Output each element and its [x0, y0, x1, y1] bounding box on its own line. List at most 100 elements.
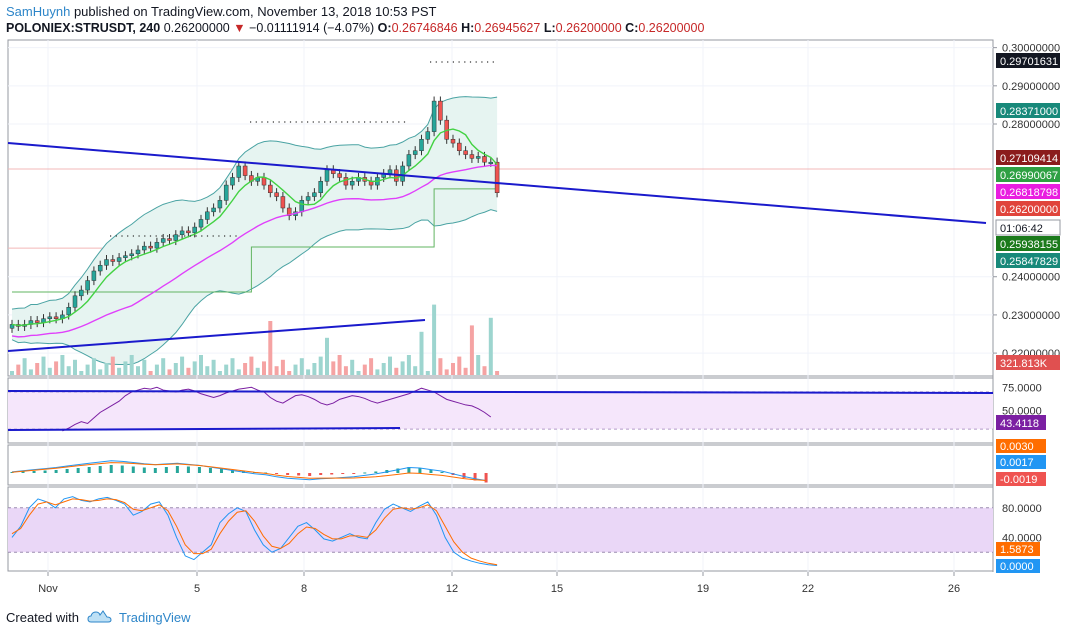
- stoch-badge: [996, 559, 1040, 573]
- bollinger-band-fill: [12, 96, 498, 365]
- volume-bar: [375, 369, 380, 375]
- candle-body: [305, 196, 311, 201]
- price-change: −0.01111914 (−4.07%): [249, 21, 375, 35]
- volume-bar: [350, 359, 355, 375]
- volume-bar: [173, 363, 178, 375]
- price-badge: [996, 103, 1060, 118]
- change-arrow-icon: ▼: [233, 21, 246, 35]
- macd-line: [11, 460, 487, 481]
- x-tick-label: 26: [948, 583, 960, 595]
- bollinger-upper: [11, 96, 498, 310]
- candle-body: [116, 257, 122, 262]
- x-tick-label: Nov: [38, 583, 58, 595]
- volume-bar: [306, 369, 311, 375]
- candle-body: [34, 320, 40, 323]
- candle-body: [268, 184, 273, 193]
- volume-bar: [287, 371, 292, 375]
- volume-bar: [79, 371, 84, 375]
- volume-bar: [98, 369, 103, 375]
- volume-bar: [413, 366, 418, 375]
- author-name[interactable]: SamHuynh: [6, 4, 71, 19]
- volume-bar: [230, 358, 235, 375]
- macd-histogram-bar: [21, 471, 25, 473]
- volume-bar: [199, 355, 203, 375]
- macd-histogram-bar: [396, 468, 400, 473]
- macd-histogram-bar: [10, 472, 14, 473]
- volume-bar: [406, 355, 411, 375]
- candle-body: [91, 270, 97, 281]
- candle-body: [337, 173, 342, 178]
- volume-bar: [66, 366, 71, 375]
- tradingview-brand[interactable]: TradingView: [118, 609, 191, 625]
- volume-bar: [73, 359, 77, 375]
- macd-histogram-bar: [186, 466, 190, 473]
- macd-histogram-bar: [164, 467, 168, 473]
- macd-histogram-bar: [120, 465, 124, 473]
- lower-trendline: [7, 319, 426, 352]
- stoch-badge-text: 0.0000: [1000, 561, 1034, 573]
- candle-body: [104, 259, 109, 266]
- volume-bar: [469, 325, 474, 375]
- ma-magenta-line: [11, 164, 498, 338]
- candle-body: [173, 234, 179, 241]
- candle-body: [425, 131, 431, 140]
- publish-info: published on TradingView.com, November 1…: [73, 4, 437, 19]
- volume-bar: [249, 356, 254, 375]
- volume-bar: [22, 358, 27, 375]
- macd-histogram-bar: [131, 466, 135, 473]
- candle-body: [179, 230, 185, 235]
- candle-body: [223, 184, 229, 201]
- candle-body: [412, 150, 418, 155]
- candle-body: [419, 139, 424, 151]
- price-badge-text: 0.26200000: [1000, 204, 1058, 216]
- rsi-tick-label: 50.0000: [1002, 406, 1042, 418]
- last-price: 0.26200000: [163, 21, 230, 35]
- macd-histogram-bar: [308, 473, 312, 476]
- price-badge-text: 0.25938155: [1000, 239, 1058, 251]
- candle-body: [123, 255, 128, 258]
- candle-body: [387, 169, 393, 174]
- created-with-text: Created with: [6, 609, 79, 625]
- volume-bar: [343, 366, 348, 375]
- macd-histogram-bar: [175, 466, 179, 473]
- price-badge-text: 0.28371000: [1000, 106, 1058, 118]
- volume-bar: [432, 304, 437, 375]
- candle-body: [261, 177, 267, 186]
- candle-body: [494, 161, 500, 193]
- tradingview-cloud-icon[interactable]: [87, 609, 113, 625]
- rsi-lower-trendline: [7, 427, 401, 431]
- publish-line: SamHuynh published on TradingView.com, N…: [6, 4, 436, 19]
- volume-bar: [28, 369, 33, 375]
- candle-body: [129, 253, 134, 256]
- candle-body: [66, 307, 71, 316]
- candle-body: [154, 242, 160, 249]
- upper-trendline: [7, 142, 987, 224]
- price-badge: [995, 219, 1061, 236]
- macd-histogram-bar: [197, 467, 201, 473]
- candle-body: [242, 165, 248, 176]
- candle-body: [343, 177, 349, 186]
- close-value: 0.26200000: [638, 21, 705, 35]
- volume-bar: [325, 337, 329, 375]
- volume-bar: [16, 364, 21, 375]
- macd-histogram-bar: [286, 473, 290, 475]
- volume-bar: [337, 355, 342, 375]
- x-tick-label: 12: [446, 583, 458, 595]
- price-badge: [996, 253, 1060, 268]
- macd-histogram-bar: [153, 468, 157, 473]
- price-tick-label: 0.29000000: [1002, 81, 1060, 93]
- macd-histogram-bar: [231, 470, 234, 473]
- stoch-band: [8, 507, 993, 553]
- candle-body: [230, 177, 235, 186]
- macd-histogram-bar: [275, 473, 279, 474]
- macd-histogram-bar: [374, 471, 378, 473]
- volume-bar: [136, 366, 140, 375]
- volume-bar: [381, 363, 386, 375]
- volume-bar: [457, 356, 462, 375]
- volume-bar: [192, 361, 197, 375]
- volume-bar: [10, 371, 14, 375]
- chart-canvas[interactable]: 0.30000000 0.29000000 0.28000000 0.24000000…: [0, 0, 1072, 600]
- macd-signal-line: [11, 462, 487, 482]
- candle-body: [469, 154, 475, 159]
- candle-body: [79, 289, 84, 297]
